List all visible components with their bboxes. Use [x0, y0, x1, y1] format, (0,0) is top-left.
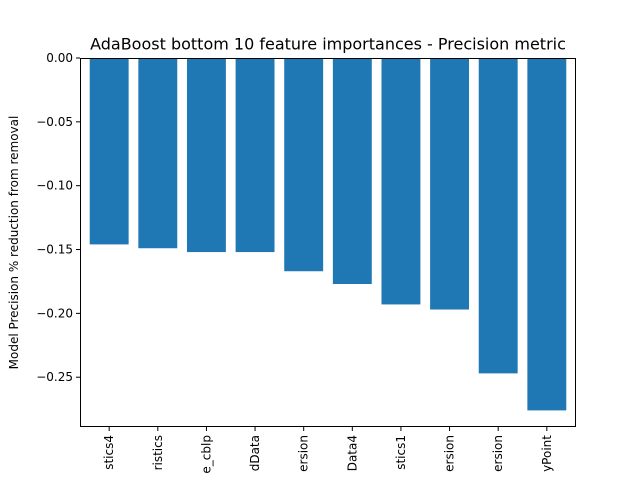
bar: [89, 58, 129, 245]
bar: [235, 58, 275, 253]
y-tick-label: −0.20: [36, 306, 73, 320]
x-tick-label: dData: [248, 435, 262, 471]
x-tick-label: yPoint: [540, 435, 554, 472]
bar: [332, 58, 372, 284]
bar: [186, 58, 226, 253]
y-tick-label: −0.25: [36, 370, 73, 384]
bar: [138, 58, 178, 249]
bar: [284, 58, 324, 272]
x-tick-label: ristics: [151, 435, 165, 470]
y-tick-label: 0.00: [46, 51, 73, 65]
y-tick-label: −0.10: [36, 179, 73, 193]
x-tick-label: ersion: [443, 435, 457, 472]
x-tick-label: stics1: [394, 435, 408, 470]
x-tick-label: stics4: [102, 435, 116, 470]
x-tick-label: ersion: [491, 435, 505, 472]
y-tick-label: −0.15: [36, 243, 73, 257]
bar: [478, 58, 518, 374]
x-axis: stics4 ristics e_cblp dData ersion Data4 stics…: [102, 427, 554, 474]
chart-title: AdaBoost bottom 10 feature importances -…: [90, 35, 566, 54]
x-tick-label: Data4: [345, 435, 359, 471]
bars-group: [89, 58, 567, 411]
y-axis: 0.00 −0.05 −0.10 −0.15 −0.20 −0.25: [36, 51, 80, 384]
bar: [430, 58, 470, 310]
y-tick-label: −0.05: [36, 115, 73, 129]
x-tick-label: e_cblp: [199, 435, 213, 474]
x-tick-label: ersion: [297, 435, 311, 472]
y-axis-label: Model Precision % reduction from removal: [7, 116, 21, 370]
bar: [527, 58, 567, 411]
bar: [381, 58, 421, 305]
plot-frame: [80, 58, 576, 427]
